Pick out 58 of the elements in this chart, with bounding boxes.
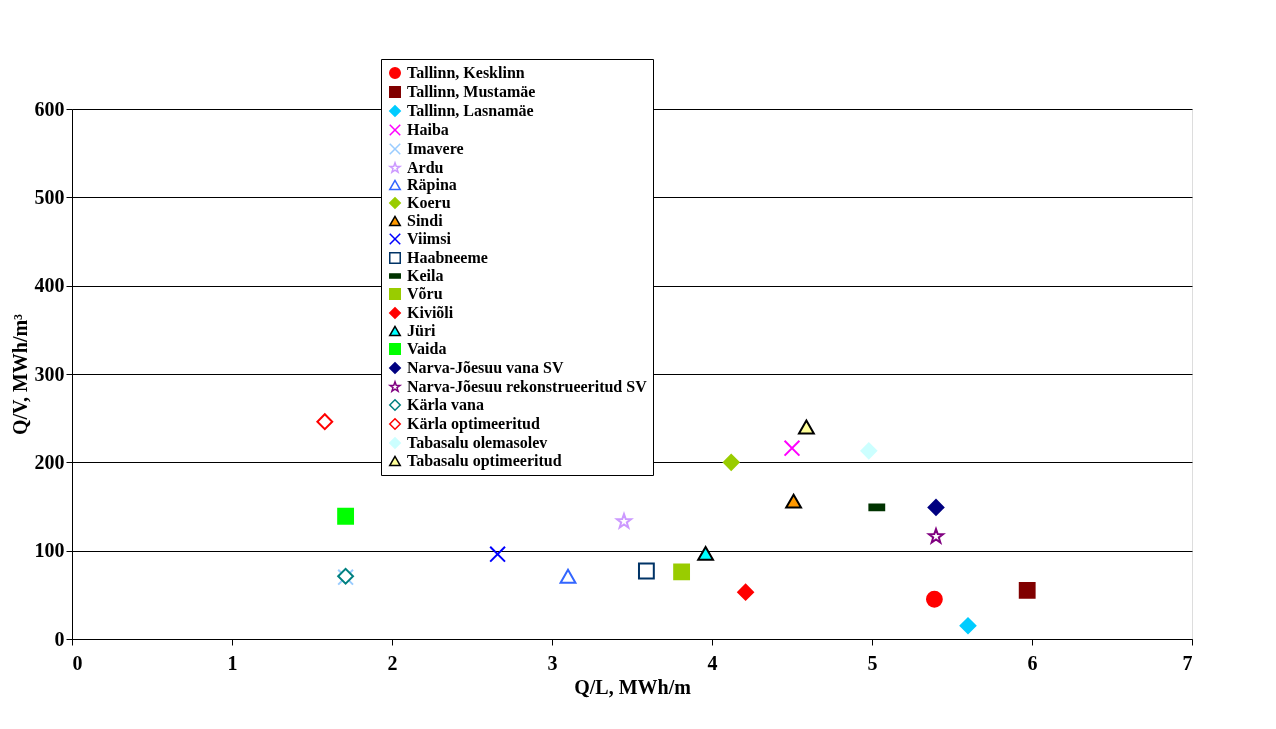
x-tick-label: 5 <box>867 651 878 674</box>
legend-label: Kärla vana <box>407 396 484 413</box>
point <box>559 568 577 584</box>
y-tick-label: 500 <box>34 185 65 208</box>
y-tick-label: 400 <box>34 274 65 297</box>
y-tick-label: 300 <box>34 362 65 385</box>
x-tick-label: 0 <box>72 651 83 674</box>
point <box>697 545 715 561</box>
legend-label: Tallinn, Kesklinn <box>407 64 525 81</box>
legend-label: Narva-Jõesuu vana SV <box>407 359 564 376</box>
legend-label: Vaida <box>407 340 447 357</box>
x-axis-title: Q/L, MWh/m <box>574 675 692 698</box>
legend-label: Keila <box>407 267 444 284</box>
point <box>316 413 334 431</box>
legend-label: Kärla optimeeritud <box>407 415 540 433</box>
point <box>860 442 878 460</box>
point <box>783 439 801 457</box>
legend-label: Jüri <box>407 322 436 339</box>
point <box>737 583 755 601</box>
legend-label: Viimsi <box>407 230 452 247</box>
point <box>722 453 740 471</box>
y-tick-label: 200 <box>34 450 65 473</box>
point <box>785 493 803 509</box>
x-tick-label: 6 <box>1027 651 1038 674</box>
y-tick-label: 100 <box>34 539 65 562</box>
point <box>959 617 977 635</box>
x-tick-label: 3 <box>547 651 558 674</box>
x-tick-label: 4 <box>707 651 718 674</box>
point <box>673 563 691 581</box>
x-tick-label: 1 <box>227 651 238 674</box>
legend-label: Narva-Jõesuu rekonstrueeritud SV <box>407 378 648 395</box>
legend-label: Kiviõli <box>407 304 454 321</box>
legend-label: Tabasalu olemasolev <box>407 434 548 451</box>
x-tick-label: 2 <box>387 651 398 674</box>
legend-label: Imavere <box>407 140 464 157</box>
point <box>615 513 633 529</box>
point <box>637 562 655 580</box>
legend-label: Tallinn, Mustamäe <box>407 83 536 100</box>
point <box>1018 582 1036 599</box>
legend-label: Võru <box>407 285 443 302</box>
legend-label: Tabasalu optimeeritud <box>407 452 562 470</box>
point <box>797 419 815 435</box>
x-tick-label: 7 <box>1182 651 1193 674</box>
legend-label: Koeru <box>407 194 451 211</box>
y-axis-title: Q/V, MWh/m³ <box>8 313 31 436</box>
legend-label: Ardu <box>407 159 444 176</box>
point <box>925 590 943 608</box>
legend-label: Haiba <box>407 121 449 138</box>
legend-label: Tallinn, Lasnamäe <box>407 102 534 119</box>
point <box>927 528 945 544</box>
point <box>927 498 945 516</box>
y-tick-label: 600 <box>34 97 65 120</box>
point <box>337 507 355 525</box>
legend-label: Sindi <box>407 212 444 229</box>
legend-label: Haabneeme <box>407 249 488 266</box>
point <box>489 545 507 563</box>
legend-label: Räpina <box>407 176 457 194</box>
y-tick-label: 0 <box>54 627 65 650</box>
